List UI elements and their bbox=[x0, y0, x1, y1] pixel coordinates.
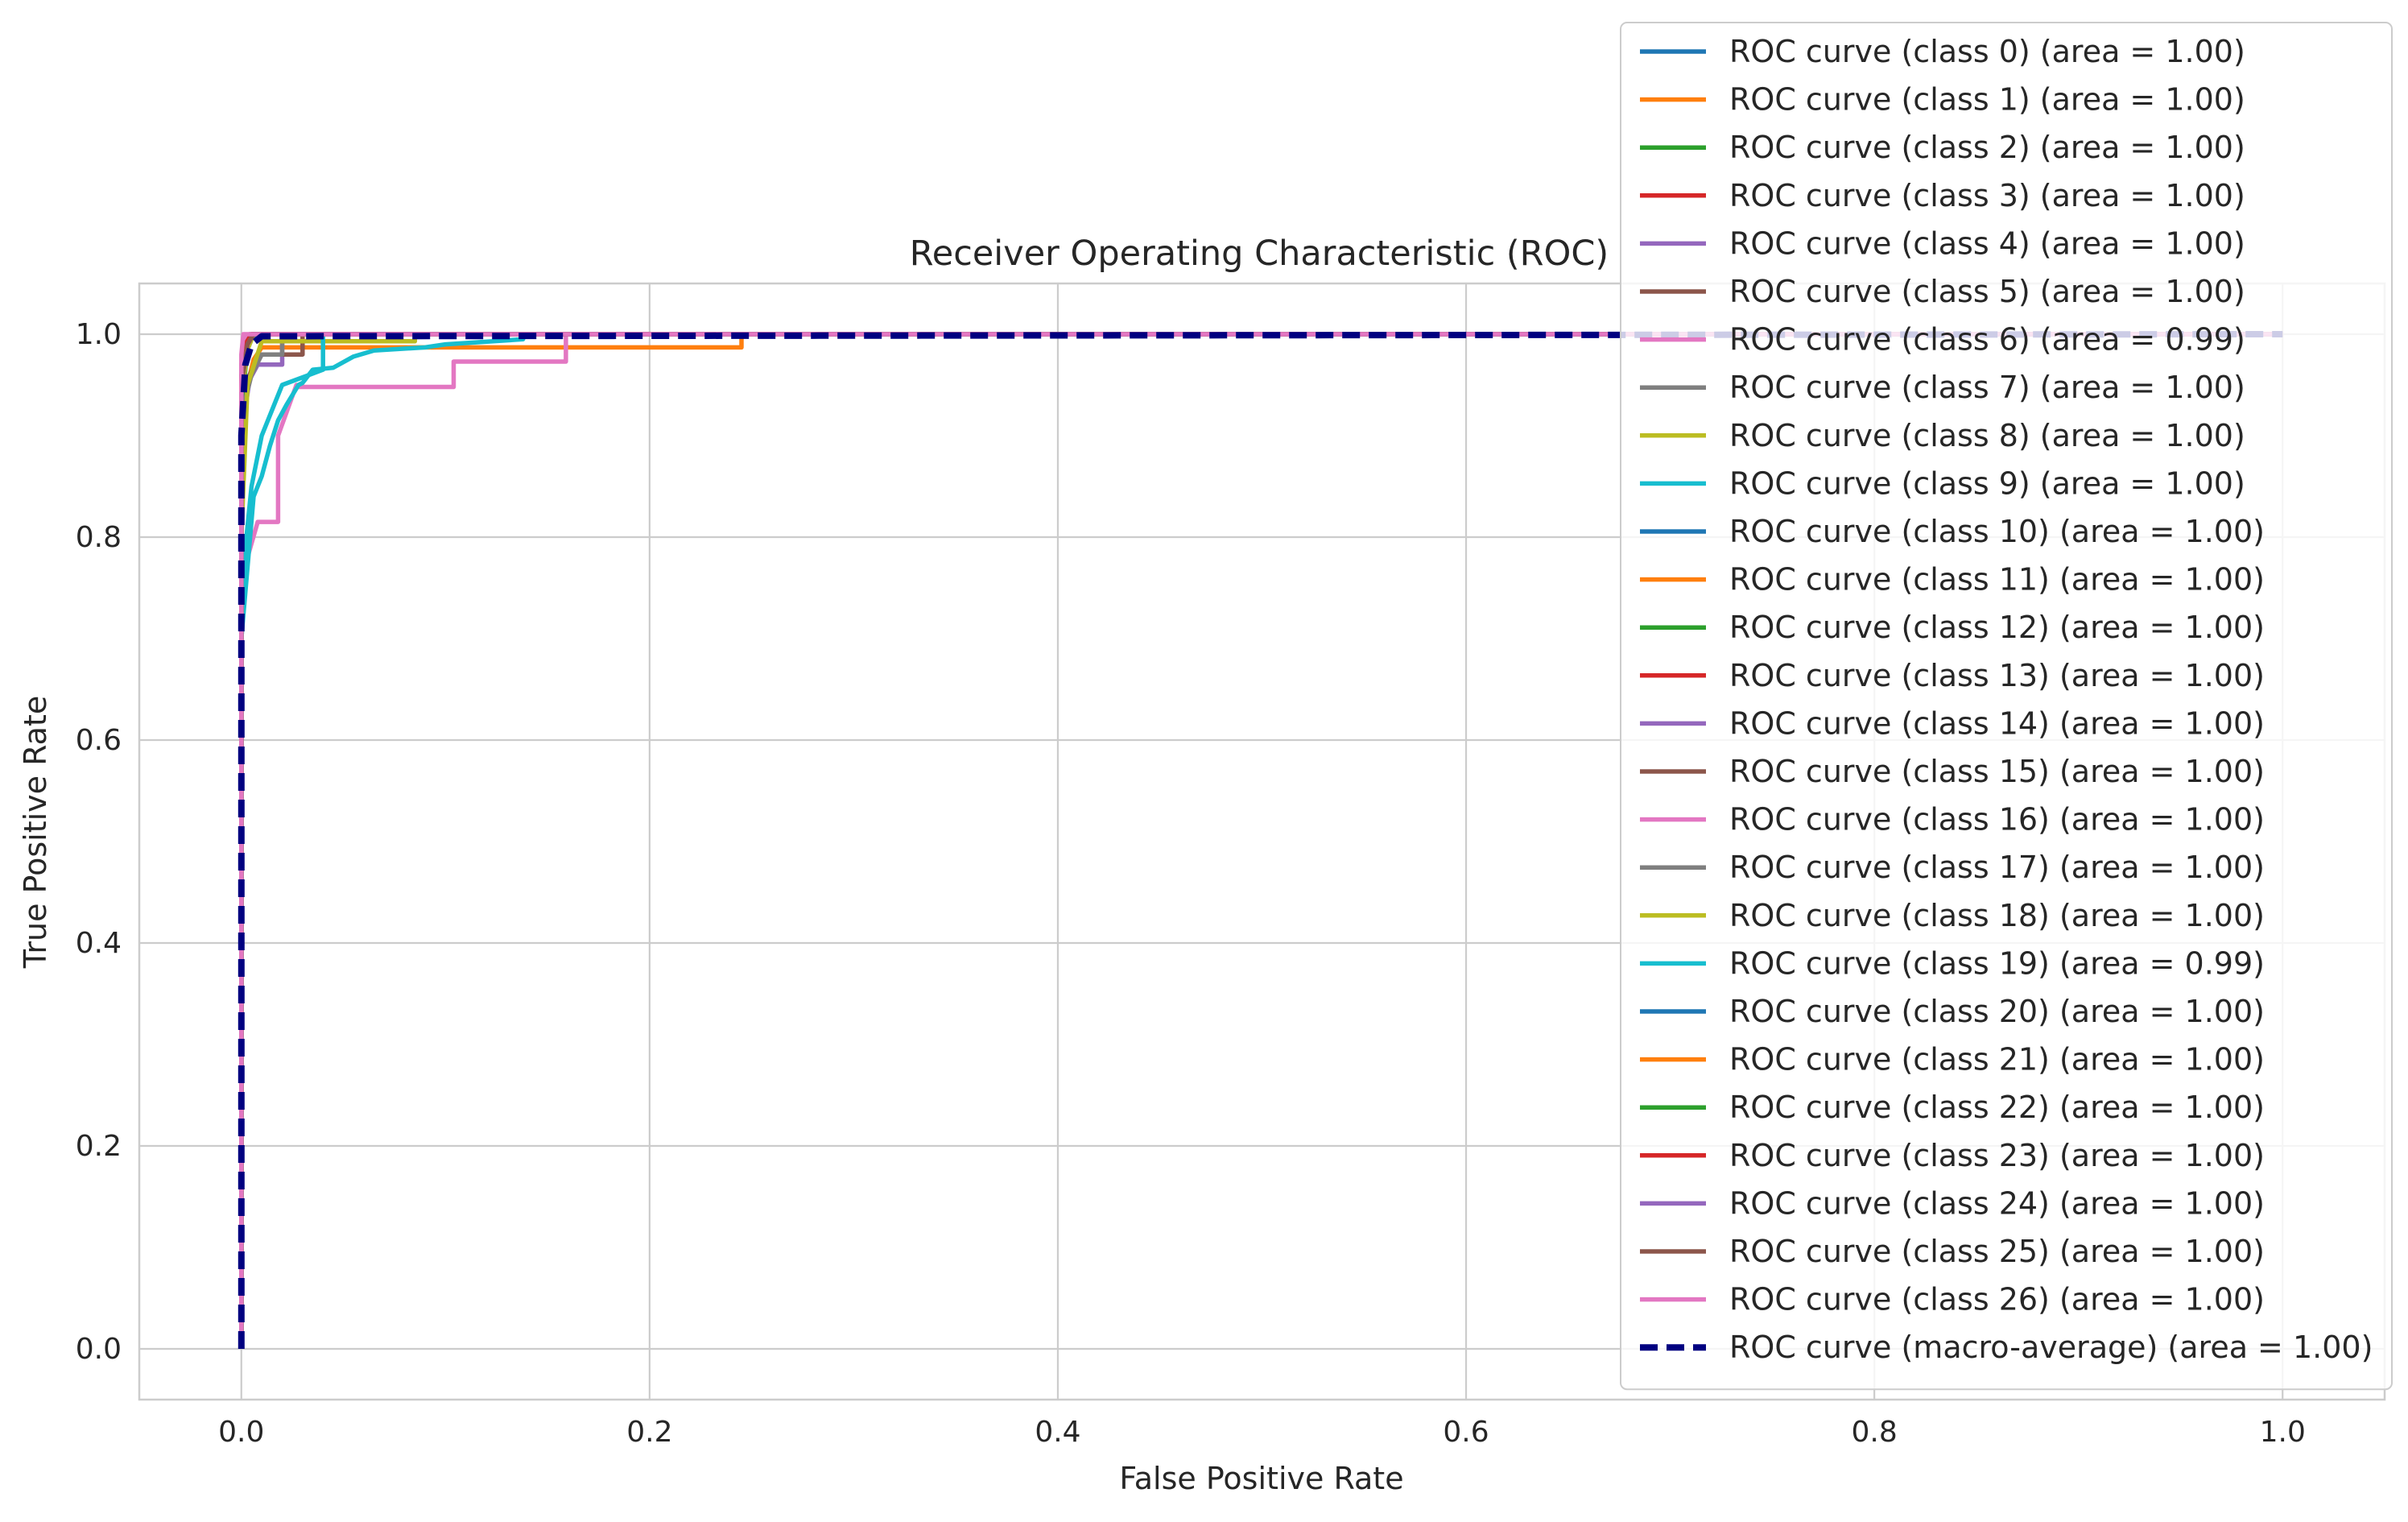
legend-entry-label-3: ROC curve (class 3) (area = 1.00) bbox=[1729, 178, 2245, 213]
y-tick-label: 0.8 bbox=[76, 521, 122, 554]
legend-entry-label-10: ROC curve (class 10) (area = 1.00) bbox=[1729, 514, 2265, 549]
y-tick-label: 0.6 bbox=[76, 724, 122, 757]
legend-entry-label-5: ROC curve (class 5) (area = 1.00) bbox=[1729, 274, 2245, 309]
y-tick-label: 0.2 bbox=[76, 1130, 122, 1163]
legend-entry-label-8: ROC curve (class 8) (area = 1.00) bbox=[1729, 418, 2245, 453]
legend-entry-label-9: ROC curve (class 9) (area = 1.00) bbox=[1729, 465, 2245, 501]
legend-entry-label-25: ROC curve (class 25) (area = 1.00) bbox=[1729, 1234, 2265, 1269]
legend-entry-label-13: ROC curve (class 13) (area = 1.00) bbox=[1729, 658, 2265, 693]
legend-entry-label-17: ROC curve (class 17) (area = 1.00) bbox=[1729, 850, 2265, 885]
legend-entry-label-22: ROC curve (class 22) (area = 1.00) bbox=[1729, 1090, 2265, 1125]
legend-entry-label-19: ROC curve (class 19) (area = 0.99) bbox=[1729, 945, 2265, 981]
x-tick-label: 0.0 bbox=[218, 1416, 264, 1449]
legend-entry-label-0: ROC curve (class 0) (area = 1.00) bbox=[1729, 34, 2245, 69]
x-tick-label: 0.4 bbox=[1035, 1416, 1080, 1449]
legend-entry-label-6: ROC curve (class 6) (area = 0.99) bbox=[1729, 322, 2245, 358]
legend-entry-label-20: ROC curve (class 20) (area = 1.00) bbox=[1729, 994, 2265, 1029]
legend-frame bbox=[1620, 22, 2393, 1391]
legend-entry-label-2: ROC curve (class 2) (area = 1.00) bbox=[1729, 130, 2245, 165]
legend-entry-label-11: ROC curve (class 11) (area = 1.00) bbox=[1729, 562, 2265, 598]
legend-entry-label-12: ROC curve (class 12) (area = 1.00) bbox=[1729, 610, 2265, 645]
roc-curves bbox=[237, 331, 2283, 1349]
x-tick-label: 0.2 bbox=[626, 1416, 672, 1449]
roc-series-line-27 bbox=[237, 331, 2283, 1349]
y-tick-label: 0.4 bbox=[76, 927, 122, 960]
legend-entry-label-24: ROC curve (class 24) (area = 1.00) bbox=[1729, 1185, 2265, 1221]
x-axis-label: False Positive Rate bbox=[1119, 1461, 1403, 1496]
x-tick-label: 1.0 bbox=[2260, 1416, 2306, 1449]
legend-entry-label-14: ROC curve (class 14) (area = 1.00) bbox=[1729, 705, 2265, 741]
legend-entry-label-27: ROC curve (macro-average) (area = 1.00) bbox=[1729, 1330, 2373, 1365]
legend-entry-label-21: ROC curve (class 21) (area = 1.00) bbox=[1729, 1042, 2265, 1077]
legend-entry-label-16: ROC curve (class 16) (area = 1.00) bbox=[1729, 802, 2265, 838]
legend-entry-label-1: ROC curve (class 1) (area = 1.00) bbox=[1729, 82, 2245, 118]
legend: ROC curve (class 0) (area = 1.00) ROC cur… bbox=[1620, 22, 2393, 1391]
y-tick-label: 0.0 bbox=[76, 1333, 122, 1366]
legend-entry-label-23: ROC curve (class 23) (area = 1.00) bbox=[1729, 1138, 2265, 1173]
legend-entry-label-7: ROC curve (class 7) (area = 1.00) bbox=[1729, 370, 2245, 405]
chart-title: Receiver Operating Characteristic (ROC) bbox=[910, 234, 1609, 274]
legend-entry-label-18: ROC curve (class 18) (area = 1.00) bbox=[1729, 898, 2265, 933]
legend-entry-label-4: ROC curve (class 4) (area = 1.00) bbox=[1729, 225, 2245, 261]
x-tick-label: 0.8 bbox=[1852, 1416, 1898, 1449]
y-tick-label: 1.0 bbox=[76, 318, 122, 351]
legend-entry-label-26: ROC curve (class 26) (area = 1.00) bbox=[1729, 1282, 2265, 1317]
x-tick-label: 0.6 bbox=[1443, 1416, 1489, 1449]
y-axis-label: True Positive Rate bbox=[18, 696, 53, 970]
legend-entry-label-15: ROC curve (class 15) (area = 1.00) bbox=[1729, 754, 2265, 789]
